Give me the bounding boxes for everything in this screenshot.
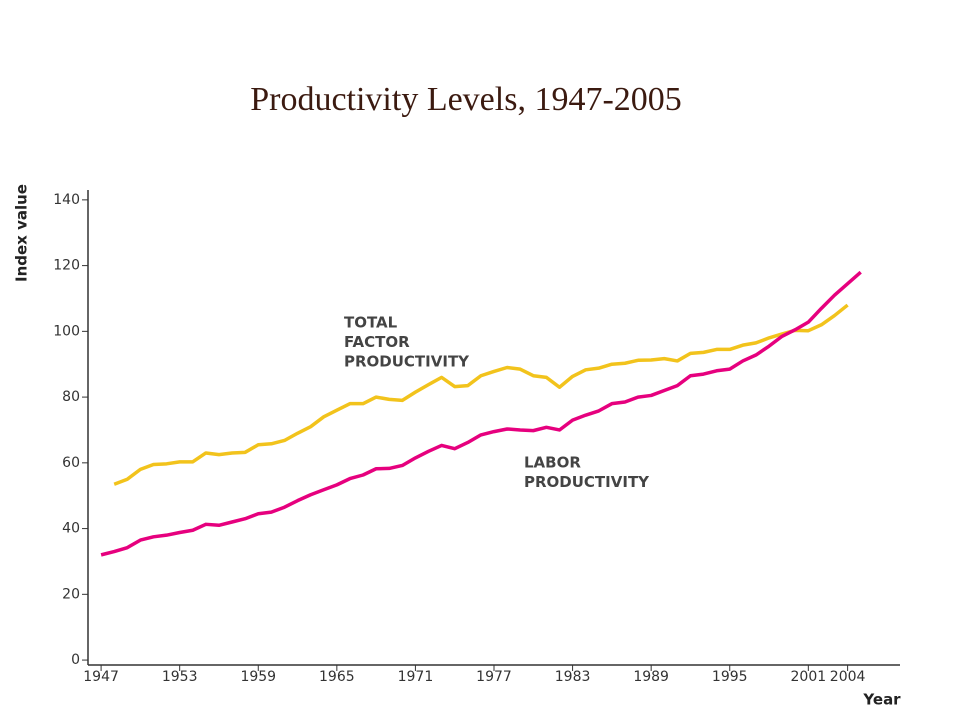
chart-title: Productivity Levels, 1947-2005	[250, 81, 682, 118]
x-tick-label: 1953	[162, 669, 198, 685]
x-axis-label: Year	[862, 691, 901, 709]
x-tick-label: 1977	[476, 669, 512, 685]
y-tick-label: 80	[62, 389, 80, 405]
y-tick-label: 0	[71, 652, 80, 668]
series-annotation: LABOR	[524, 454, 581, 472]
y-tick-label: 20	[62, 586, 80, 602]
series-annotation: PRODUCTIVITY	[344, 353, 470, 371]
x-tick-label: 1989	[633, 669, 669, 685]
y-tick-label: 100	[53, 323, 80, 339]
x-tick-label: 1983	[555, 669, 591, 685]
x-tick-label: 2001	[791, 669, 827, 685]
series-annotation: PRODUCTIVITY	[524, 473, 650, 491]
y-axis-label: Index value	[13, 184, 31, 282]
y-tick-label: 60	[62, 455, 80, 471]
series-line	[100, 270, 862, 557]
y-tick-label: 140	[53, 192, 80, 208]
series-annotation: FACTOR	[344, 333, 410, 351]
x-tick-label: 1965	[319, 669, 355, 685]
x-tick-label: 1959	[240, 669, 276, 685]
x-tick-label: 1947	[83, 669, 119, 685]
series-annotation: TOTAL	[344, 314, 398, 332]
y-tick-label: 40	[62, 521, 80, 537]
x-tick-label: 2004	[830, 669, 866, 685]
series-line	[113, 303, 849, 486]
x-tick-label: 1995	[712, 669, 748, 685]
x-tick-label: 1971	[398, 669, 434, 685]
y-tick-label: 120	[53, 258, 80, 274]
